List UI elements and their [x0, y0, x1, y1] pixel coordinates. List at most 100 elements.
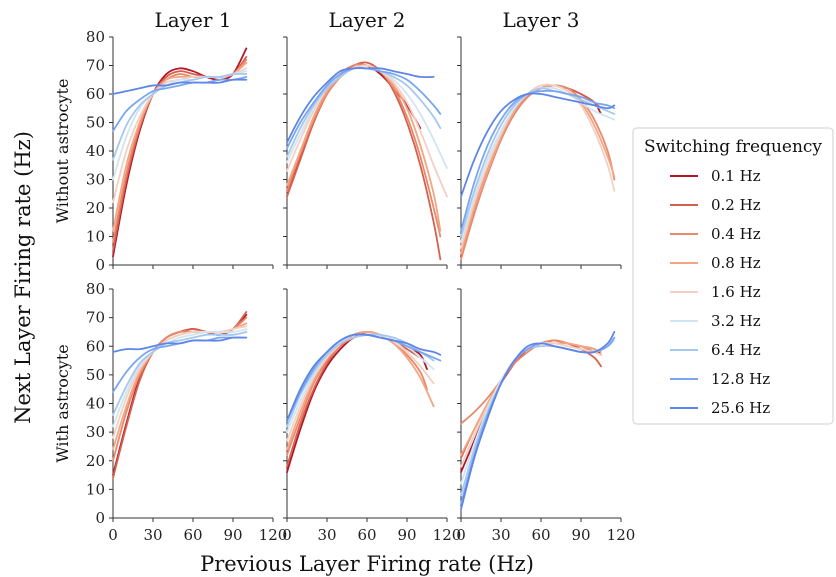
x-tick-label: 60	[183, 526, 202, 544]
lines-layer	[112, 47, 616, 511]
series-line-1-6-hz	[460, 83, 616, 249]
y-tick-label: 40	[86, 395, 105, 413]
series-line-25-6-hz	[286, 333, 442, 422]
x-tick-label: 0	[282, 526, 292, 544]
panel-with-astrocyte-layer-1: 0 10 20 30 40 50 60 70 80 0 30 60 90 120	[86, 280, 287, 544]
x-tick-label: 120	[259, 526, 288, 544]
series-line-3-2-hz	[112, 328, 248, 428]
series-line-25-6-hz	[460, 92, 616, 198]
x-tick-label: 0	[456, 526, 466, 544]
x-tick-label: 60	[357, 526, 376, 544]
legend-item: 0.4 Hz	[670, 225, 761, 243]
x-tick-label: 120	[607, 526, 636, 544]
legend-label: 6.4 Hz	[711, 341, 761, 359]
series-line-6-4-hz	[460, 87, 616, 238]
series-line-25-6-hz	[112, 78, 248, 95]
y-tick-label: 70	[86, 309, 105, 327]
legend-item: 1.6 Hz	[670, 283, 761, 301]
y-tick-label: 30	[86, 171, 105, 189]
y-tick-label: 40	[86, 142, 105, 160]
series-group	[460, 83, 616, 261]
legend-item: 25.6 Hz	[670, 399, 770, 417]
column-title: Layer 1	[155, 8, 232, 32]
y-tick-label: 60	[86, 337, 105, 355]
legend-item: 0.8 Hz	[670, 254, 761, 272]
y-tick-label: 30	[86, 423, 105, 441]
series-line-25-6-hz	[112, 336, 248, 353]
series-group	[112, 47, 248, 258]
legend-item: 0.1 Hz	[670, 167, 761, 185]
legend-label: 0.1 Hz	[711, 167, 761, 185]
axes-layer: 0 10 20 30 40 50 60 70 80 0 10 20 30 40 50 60 70 80 0 30 60 9…	[86, 28, 635, 544]
series-line-0-1-hz	[460, 339, 602, 474]
panel-without-astrocyte-layer-3	[457, 36, 622, 269]
legend-label: 0.2 Hz	[711, 196, 761, 214]
y-tick-label: 10	[86, 480, 105, 498]
legend: Switching frequency 0.1 Hz 0.2 Hz 0.4 Hz 0.8…	[632, 127, 834, 425]
legend-item: 12.8 Hz	[670, 370, 770, 388]
series-line-12-8-hz	[112, 76, 248, 132]
series-line-6-4-hz	[112, 331, 248, 416]
legend-label: 0.4 Hz	[711, 225, 761, 243]
series-line-0-8-hz	[112, 322, 248, 451]
series-line-1-6-hz	[112, 67, 248, 204]
column-title: Layer 3	[503, 8, 580, 32]
series-group	[286, 330, 442, 474]
y-tick-label: 80	[86, 280, 105, 298]
x-tick-label: 30	[143, 526, 162, 544]
series-line-0-1-hz	[286, 63, 422, 192]
row-label: With astrocyte	[53, 344, 72, 462]
series-line-3-2-hz	[112, 70, 248, 181]
legend-label: 25.6 Hz	[711, 399, 770, 417]
series-line-6-4-hz	[286, 66, 442, 158]
x-tick-label: 30	[491, 526, 510, 544]
y-tick-label: 20	[86, 452, 105, 470]
series-line-0-8-hz	[460, 342, 602, 456]
panel-with-astrocyte-layer-3: 0 30 60 90 120	[456, 288, 636, 544]
x-tick-label: 0	[108, 526, 118, 544]
y-tick-label: 20	[86, 199, 105, 217]
legend-item: 6.4 Hz	[670, 341, 761, 359]
legend-label: 1.6 Hz	[711, 283, 761, 301]
series-group	[460, 331, 616, 511]
series-line-12-8-hz	[460, 89, 616, 232]
series-group	[112, 311, 248, 479]
panel-without-astrocyte-layer-2	[283, 36, 448, 269]
labels-layer: Layer 1 Layer 2 Layer 3 Without astrocyte Wi…	[11, 8, 579, 576]
y-tick-label: 0	[95, 256, 105, 274]
x-axis-label: Previous Layer Firing rate (Hz)	[200, 552, 534, 576]
legend-title: Switching frequency	[644, 137, 822, 157]
series-line-1-6-hz	[286, 64, 448, 198]
legend-item: 0.2 Hz	[670, 196, 761, 214]
x-tick-label: 60	[531, 526, 550, 544]
y-tick-label: 10	[86, 228, 105, 246]
panel-with-astrocyte-layer-2: 0 30 60 90 120	[282, 288, 462, 544]
x-tick-label: 90	[397, 526, 416, 544]
legend-label: 3.2 Hz	[711, 312, 761, 330]
series-line-25-6-hz	[460, 331, 616, 511]
y-tick-label: 80	[86, 28, 105, 46]
x-tick-label: 90	[223, 526, 242, 544]
panel-without-astrocyte-layer-1: 0 10 20 30 40 50 60 70 80	[86, 28, 274, 274]
y-axis-label: Next Layer Firing rate (Hz)	[11, 131, 35, 424]
series-line-0-8-hz	[286, 331, 435, 451]
legend-item: 3.2 Hz	[670, 312, 761, 330]
series-line-25-6-hz	[286, 67, 435, 144]
y-tick-label: 0	[95, 509, 105, 527]
legend-label: 12.8 Hz	[711, 370, 770, 388]
series-line-0-4-hz	[460, 339, 602, 425]
series-line-0-2-hz	[286, 61, 442, 261]
series-line-0-4-hz	[286, 63, 442, 238]
series-group	[286, 61, 448, 261]
y-tick-label: 70	[86, 57, 105, 75]
series-line-0-2-hz	[460, 339, 602, 459]
y-tick-label: 60	[86, 85, 105, 103]
x-tick-label: 90	[571, 526, 590, 544]
row-label: Without astrocyte	[53, 79, 72, 224]
x-tick-label: 30	[317, 526, 336, 544]
column-title: Layer 2	[329, 8, 406, 32]
y-tick-label: 50	[86, 366, 105, 384]
y-tick-label: 50	[86, 114, 105, 132]
x-tick-label: 120	[433, 526, 462, 544]
